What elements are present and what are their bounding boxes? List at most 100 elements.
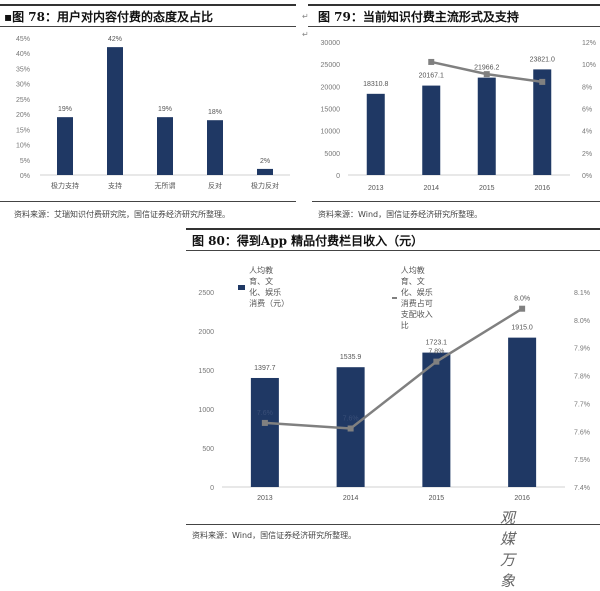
line-marker bbox=[261, 419, 268, 426]
bar-value-label: 1915.0 bbox=[511, 325, 533, 332]
figure-78-chart: 0% 5% 10% 15% 20% 25% 30% 35% 40% 45% 19% 42% 19% 18… bbox=[16, 36, 290, 190]
line-marker bbox=[433, 358, 440, 365]
x-tick-label: 2015 bbox=[479, 185, 495, 192]
bar bbox=[207, 120, 223, 175]
x-axis-labels: 极力支持 支持 无所谓 反对 极力反对 bbox=[51, 181, 279, 190]
y-left-tick-label: 0 bbox=[210, 485, 214, 492]
x-tick-label: 2015 bbox=[429, 495, 445, 502]
paragraph-mark: ↵ bbox=[302, 12, 309, 21]
bar bbox=[257, 168, 273, 175]
y-right-tick-label: 2% bbox=[582, 151, 592, 158]
figure-78-title: ▪图 78：用户对内容付费的态度及占比 bbox=[4, 10, 214, 24]
y-tick-label: 35% bbox=[16, 66, 30, 73]
figure-79-source: 资料来源：Wind，国信证券经济研究所整理。 bbox=[318, 210, 483, 219]
y-axis-left-ticks: 0 5000 10000 15000 20000 25000 30000 bbox=[321, 40, 341, 180]
x-tick-label: 2014 bbox=[343, 495, 359, 502]
x-tick-label: 2016 bbox=[514, 495, 530, 502]
legend-line-label: 人均教育、文化、娱乐消费占可支配收入比 bbox=[400, 266, 433, 330]
y-axis-right-ticks: 0% 2% 4% 6% 8% 10% 12% bbox=[582, 40, 596, 180]
y-tick-label: 40% bbox=[16, 51, 30, 58]
y-left-tick-label: 2000 bbox=[198, 329, 214, 336]
bars: 1397.7 1535.9 1723.1 1915.0 bbox=[250, 325, 537, 487]
figure-79-x-labels: 2013 2014 2015 2016 bbox=[368, 185, 550, 192]
y-left-tick-label: 25000 bbox=[321, 62, 341, 69]
x-axis-labels: 2013 2014 2015 2016 bbox=[257, 495, 530, 502]
y-tick-label: 20% bbox=[16, 112, 30, 119]
bar-value-label: 20167.1 bbox=[419, 73, 444, 80]
line-value-label: 7.6% bbox=[343, 416, 359, 423]
y-right-tick-label: 7.5% bbox=[574, 457, 590, 464]
bar bbox=[250, 377, 279, 487]
legend-bar: 人均教育、文化、娱乐消费（元） bbox=[238, 265, 290, 309]
bar-value-label: 1397.7 bbox=[254, 365, 276, 372]
top-rule bbox=[0, 4, 296, 6]
y-right-tick-label: 7.6% bbox=[574, 429, 590, 436]
y-tick-label: 10% bbox=[16, 143, 30, 150]
x-tick-label: 2013 bbox=[368, 185, 384, 192]
bar bbox=[508, 337, 537, 487]
bar bbox=[422, 352, 451, 487]
legend-line-swatch bbox=[392, 297, 397, 299]
y-tick-label: 25% bbox=[16, 97, 30, 104]
x-tick-label: 2016 bbox=[534, 185, 550, 192]
bar-value-label: 23821.0 bbox=[530, 56, 555, 63]
bottom-rule bbox=[0, 201, 296, 202]
line-value-label: 7.8% bbox=[428, 349, 444, 356]
bar-value-label: 19% bbox=[158, 106, 172, 113]
y-left-tick-label: 0 bbox=[336, 173, 340, 180]
x-tick-label: 极力反对 bbox=[251, 181, 279, 190]
bar-value-label: 18310.8 bbox=[363, 81, 388, 88]
y-left-tick-label: 1500 bbox=[198, 368, 214, 375]
y-left-tick-label: 20000 bbox=[321, 84, 341, 91]
line-value-label: 8.0% bbox=[514, 296, 530, 303]
bar bbox=[366, 93, 385, 175]
x-tick-label: 2014 bbox=[423, 185, 439, 192]
y-axis-right-ticks: 7.4% 7.5% 7.6% 7.7% 7.8% 7.9% 8.0% 8.1% bbox=[574, 290, 590, 492]
y-right-tick-label: 7.7% bbox=[574, 401, 590, 408]
title-rule bbox=[0, 26, 296, 27]
y-tick-label: 0% bbox=[20, 173, 30, 180]
line-marker bbox=[483, 71, 490, 78]
bottom-rule bbox=[186, 524, 600, 525]
line-series: 7.6% 7.6% 7.8% 8.0% bbox=[257, 296, 530, 432]
y-right-tick-label: 8.0% bbox=[574, 318, 590, 325]
bar-value-label: 1723.1 bbox=[426, 340, 448, 347]
y-right-tick-label: 7.4% bbox=[574, 485, 590, 492]
y-left-tick-label: 15000 bbox=[321, 107, 341, 114]
line-series bbox=[428, 58, 546, 85]
figure-78-source: 资料来源：艾瑞知识付费研究院，国信证券经济研究所整理。 bbox=[14, 210, 230, 219]
bar-value-label: 1535.9 bbox=[340, 354, 362, 361]
x-tick-label: 反对 bbox=[208, 181, 222, 190]
y-right-tick-label: 7.9% bbox=[574, 346, 590, 353]
bar-value-label: 42% bbox=[108, 36, 122, 43]
y-left-tick-label: 500 bbox=[202, 446, 214, 453]
y-axis-ticks: 0% 5% 10% 15% 20% 25% 30% 35% 40% 45% bbox=[16, 36, 30, 180]
line-marker bbox=[347, 425, 354, 432]
y-right-tick-label: 0% bbox=[582, 173, 592, 180]
title-rule bbox=[186, 250, 600, 251]
legend-line: 人均教育、文化、娱乐消费占可支配收入比 bbox=[392, 265, 434, 331]
line bbox=[264, 307, 523, 430]
legend-bar-label: 人均教育、文化、娱乐消费（元） bbox=[249, 266, 290, 308]
line-marker bbox=[519, 305, 526, 312]
legend-bar-swatch bbox=[238, 284, 246, 290]
paragraph-mark: ↵ bbox=[302, 30, 309, 39]
y-tick-label: 45% bbox=[16, 36, 30, 43]
x-tick-label: 极力支持 bbox=[51, 181, 79, 190]
figure-80-title: 图 80：得到App 精品付费栏目收入（元） bbox=[192, 234, 424, 248]
title-rule bbox=[308, 26, 600, 27]
x-tick-label: 2013 bbox=[257, 495, 273, 502]
x-tick-label: 支持 bbox=[108, 181, 122, 190]
top-rule bbox=[308, 4, 600, 6]
y-right-tick-label: 4% bbox=[582, 129, 592, 136]
y-right-tick-label: 8% bbox=[582, 84, 592, 91]
y-tick-label: 30% bbox=[16, 82, 30, 89]
bar-value-label: 21966.2 bbox=[474, 65, 499, 72]
y-right-tick-label: 10% bbox=[582, 62, 596, 69]
bar-value-label: 2% bbox=[260, 158, 270, 165]
y-tick-label: 15% bbox=[16, 127, 30, 134]
bar bbox=[107, 47, 123, 175]
figure-79-chart: 0 5000 10000 15000 20000 25000 30000 0% 2% 4% 6% 8… bbox=[321, 40, 596, 180]
y-right-tick-label: 8.1% bbox=[574, 290, 590, 297]
line-marker bbox=[428, 58, 435, 65]
